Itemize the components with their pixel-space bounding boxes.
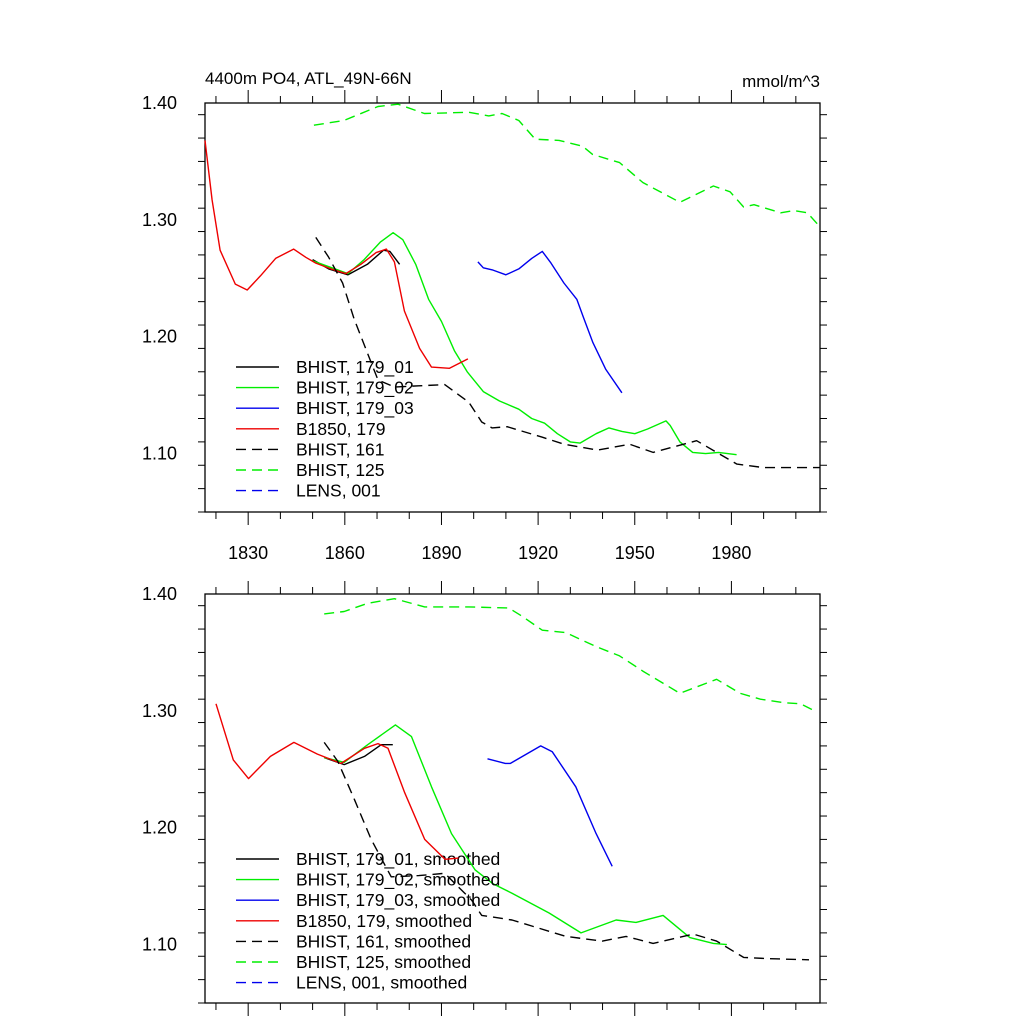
legend-label: LENS, 001, smoothed bbox=[296, 973, 467, 993]
legend-label: BHIST, 161 bbox=[296, 439, 385, 459]
legend-label: BHIST, 125 bbox=[296, 460, 385, 480]
x-tick-label: 1950 bbox=[615, 543, 655, 563]
legend-label: B1850, 179, smoothed bbox=[296, 911, 472, 931]
series-line-1 bbox=[312, 232, 737, 456]
series-line-4 bbox=[323, 741, 810, 961]
series-line-2 bbox=[477, 250, 623, 394]
y-tick-label: 1.30 bbox=[142, 701, 177, 721]
y-tick-label: 1.10 bbox=[142, 935, 177, 955]
legend-label: BHIST, 179_03 bbox=[296, 398, 414, 419]
y-tick-label: 1.20 bbox=[142, 327, 177, 347]
x-tick-label: 1890 bbox=[421, 543, 461, 563]
legend-label: LENS, 001 bbox=[296, 481, 381, 501]
legend-label: BHIST, 125, smoothed bbox=[296, 952, 471, 972]
series-line-1 bbox=[324, 724, 727, 946]
series-line-3 bbox=[204, 140, 469, 369]
legend-label: BHIST, 179_01 bbox=[296, 357, 414, 378]
x-tick-label: 1830 bbox=[228, 543, 268, 563]
y-tick-label: 1.10 bbox=[142, 444, 177, 464]
legend-label: B1850, 179 bbox=[296, 419, 386, 439]
y-tick-label: 1.20 bbox=[142, 818, 177, 838]
chart-title: 4400m PO4, ATL_49N-66N bbox=[205, 69, 412, 88]
x-tick-label: 1860 bbox=[325, 543, 365, 563]
y-tick-label: 1.30 bbox=[142, 210, 177, 230]
series-line-0 bbox=[323, 744, 393, 766]
series-line-5 bbox=[324, 598, 813, 711]
y-tick-label: 1.40 bbox=[142, 93, 177, 113]
y-tick-label: 1.40 bbox=[142, 584, 177, 604]
series-line-5 bbox=[313, 103, 821, 228]
series-line-2 bbox=[487, 745, 613, 867]
series-line-4 bbox=[315, 237, 820, 469]
legend-label: BHIST, 179_01, smoothed bbox=[296, 849, 500, 870]
plot-frame bbox=[204, 102, 821, 513]
top-panel: 1830 1860 1890 1920 1950 1980 1.10 1.20 1.30 1.40… bbox=[142, 90, 827, 563]
legend-label: BHIST, 179_03, smoothed bbox=[296, 890, 500, 911]
x-tick-label: 1980 bbox=[711, 543, 751, 563]
x-tick-label: 1920 bbox=[518, 543, 558, 563]
legend-label: BHIST, 161, smoothed bbox=[296, 931, 471, 951]
plot-frame bbox=[204, 593, 821, 1004]
legend-label: BHIST, 179_02, smoothed bbox=[296, 870, 500, 891]
series-line-0 bbox=[312, 249, 401, 276]
series-line-3 bbox=[215, 703, 459, 860]
legend-label: BHIST, 179_02 bbox=[296, 378, 414, 399]
units-label: mmol/m^3 bbox=[742, 72, 820, 91]
